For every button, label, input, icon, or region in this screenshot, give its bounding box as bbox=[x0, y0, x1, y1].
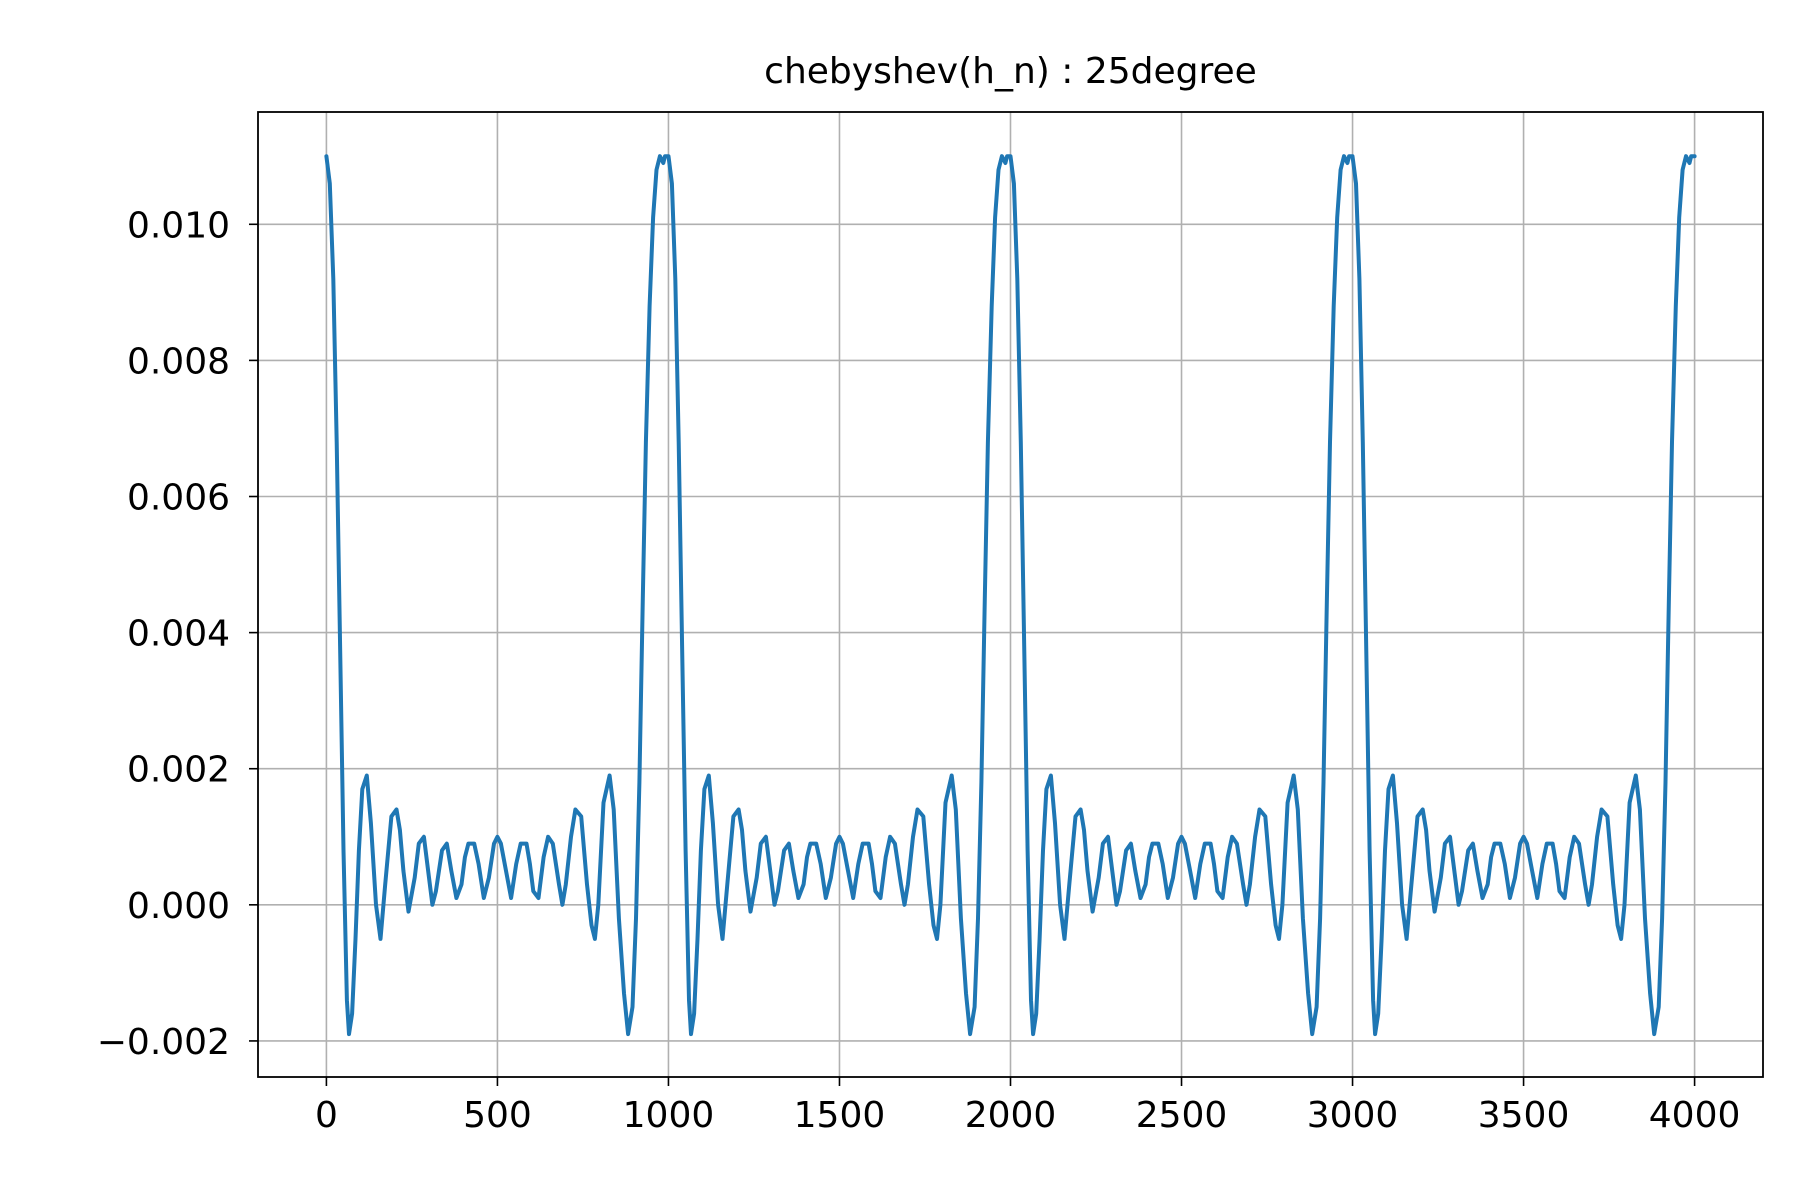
series-line bbox=[324, 154, 1697, 1037]
x-tick-label: 3500 bbox=[1478, 1095, 1570, 1136]
x-tick-label: 2000 bbox=[965, 1095, 1057, 1136]
x-tick-label: 2500 bbox=[1136, 1095, 1228, 1136]
x-tick-label: 4000 bbox=[1649, 1095, 1741, 1136]
x-tick-label: 500 bbox=[463, 1095, 532, 1136]
tick-marks bbox=[249, 223, 1696, 1086]
x-tick-label: 0 bbox=[315, 1095, 338, 1136]
grid-lines bbox=[258, 112, 1763, 1077]
x-tick-label: 1500 bbox=[794, 1095, 886, 1136]
x-tick-labels: 0 500 1000 1500 2000 2500 3000 3500 4000 bbox=[315, 1095, 1740, 1136]
y-tick-label: 0.008 bbox=[127, 341, 230, 382]
y-tick-label: 0.002 bbox=[127, 750, 230, 791]
y-tick-label: 0.006 bbox=[127, 478, 230, 519]
x-tick-label: 3000 bbox=[1307, 1095, 1399, 1136]
y-tick-labels: −0.002 0.000 0.002 0.004 0.006 0.008 0.010 bbox=[97, 205, 230, 1063]
series-layer bbox=[324, 154, 1697, 1037]
y-tick-label: 0.010 bbox=[127, 205, 230, 246]
x-tick-label: 1000 bbox=[623, 1095, 715, 1136]
y-tick-label: 0.000 bbox=[127, 886, 230, 927]
y-tick-label: 0.004 bbox=[127, 614, 230, 655]
chart-title: chebyshev(h_n) : 25degree bbox=[764, 51, 1257, 92]
y-tick-label: −0.002 bbox=[97, 1022, 230, 1063]
